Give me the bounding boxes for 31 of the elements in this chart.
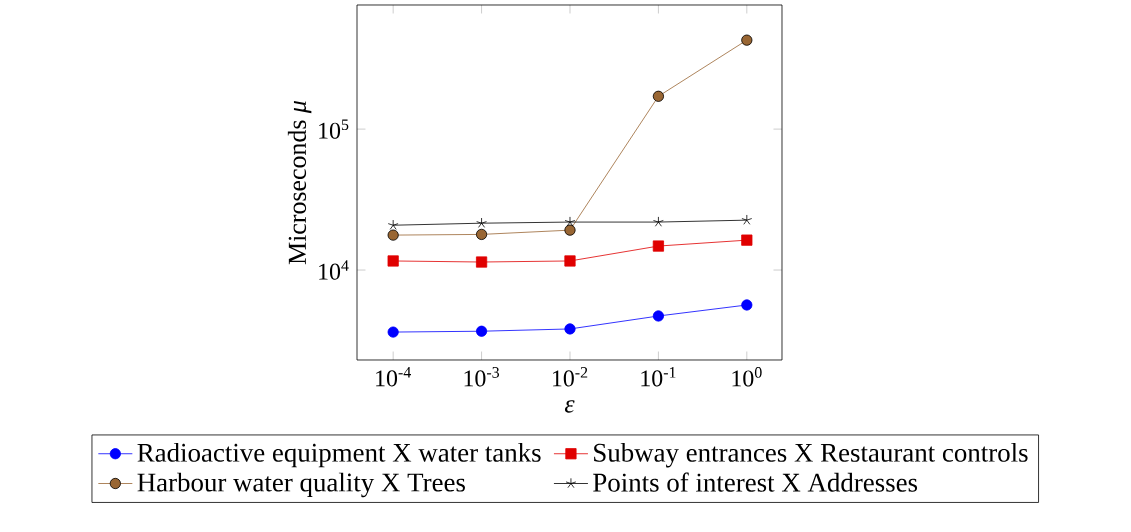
point [652,90,664,102]
x-tick-label: 10$^{-4}$ [376,367,411,387]
x-tick-label: 10$^{0}$ [732,367,762,387]
point [652,240,664,252]
point [475,325,488,337]
point [564,216,576,227]
point [475,256,488,268]
point [475,228,488,240]
x-axis-title: ε [564,400,575,413]
y-tick-label: 10$^{5}$ [319,119,349,139]
point [387,229,399,241]
point [387,255,399,267]
point [387,326,399,338]
x-tick-label: 10$^{-1}$ [641,367,676,387]
x-tick-label: 10$^{-2}$ [552,367,588,387]
legend-label: Subway entrances X Restaurant controls [594,442,1028,468]
point [564,255,576,267]
point [564,323,576,335]
point [476,217,487,228]
point [741,234,753,246]
point [741,299,753,311]
legend-label: Points of interest X Addresses [593,472,918,492]
legend-label: Radioactive equipment X water tanks [137,442,541,468]
point [564,224,576,236]
y-tick-label: 10$^{4}$ [319,260,349,280]
y-axis-title: Microseconds μ [287,100,312,265]
point [653,216,664,227]
point [652,310,664,322]
x-tick-label: 10$^{-3}$ [464,367,500,387]
legend-label: Harbour water quality X Trees [137,472,465,498]
point [741,34,753,46]
